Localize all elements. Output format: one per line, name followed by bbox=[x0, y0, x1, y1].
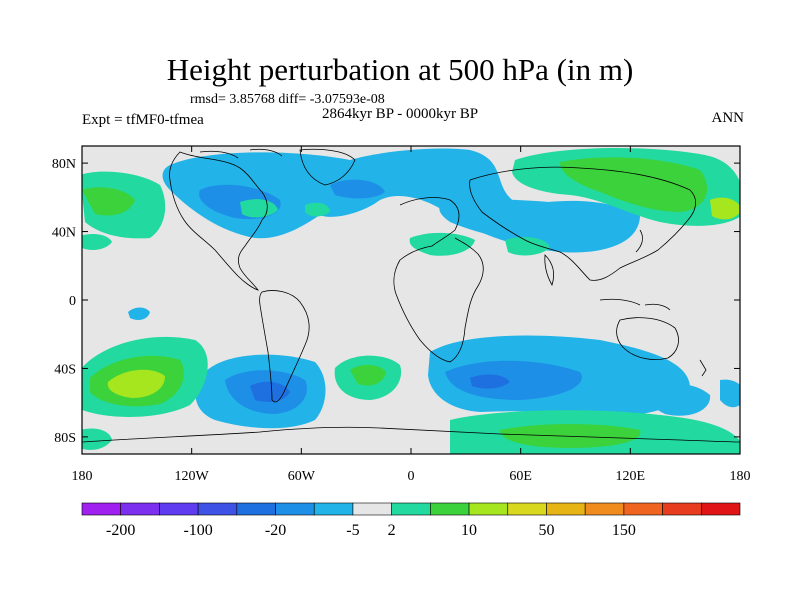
contour-fill-layer bbox=[82, 148, 740, 454]
contour-neg-asia bbox=[439, 199, 623, 248]
colorbar-box bbox=[700, 502, 741, 516]
contour-pos-e-pacific bbox=[82, 234, 112, 250]
lat-tick-label: 0 bbox=[69, 294, 76, 309]
contour-neg-sw-pacific bbox=[648, 384, 711, 416]
coastlines bbox=[82, 148, 740, 443]
colorbar bbox=[81, 502, 741, 516]
colorbar-box bbox=[584, 502, 625, 516]
latitude-tick-labels: 80N 40N 0 40S 80S bbox=[52, 157, 76, 446]
axis-ticks bbox=[81, 146, 741, 454]
colorbar-labels: -200 -100 -20 -5 2 10 50 150 bbox=[106, 522, 636, 539]
contour-pos-nw-africa bbox=[240, 199, 278, 218]
lon-tick-label: 60E bbox=[509, 469, 532, 484]
plot-title: Height perturbation at 500 hPa (in m) bbox=[166, 52, 634, 87]
colorbar-box bbox=[623, 502, 663, 516]
colorbar-box bbox=[236, 502, 276, 516]
colorbar-label: 2 bbox=[388, 522, 396, 539]
colorbar-label: 50 bbox=[538, 522, 554, 539]
colorbar-box bbox=[507, 502, 547, 516]
colorbar-label: 150 bbox=[612, 522, 636, 539]
contour-pos-s-pacific-w-core bbox=[107, 369, 165, 398]
colorbar-box bbox=[662, 502, 702, 516]
colorbar-label: -100 bbox=[183, 522, 212, 539]
colorbar-box bbox=[120, 502, 160, 516]
lat-tick-label: 80N bbox=[52, 157, 76, 172]
lon-tick-label: 180 bbox=[72, 469, 93, 484]
contour-pos-far-east bbox=[710, 197, 740, 220]
contour-pos-s-atlantic-core bbox=[350, 364, 386, 386]
contour-neg-indian-s-core bbox=[470, 374, 510, 389]
lat-tick-label: 80S bbox=[54, 431, 76, 446]
colorbar-box bbox=[430, 502, 470, 516]
stats-subtitle: rmsd= 3.85768 diff= -3.07593e-08 bbox=[190, 92, 385, 107]
contour-neg-w-atlantic bbox=[128, 307, 150, 320]
season-label: ANN bbox=[711, 110, 745, 126]
colorbar-box bbox=[468, 502, 509, 516]
lon-tick-label: 120W bbox=[175, 469, 210, 484]
lat-tick-label: 40S bbox=[54, 362, 76, 377]
colorbar-label: -5 bbox=[346, 522, 359, 539]
colorbar-box bbox=[159, 502, 199, 516]
contour-pos-n-pacific-core bbox=[82, 187, 135, 216]
contour-pos-siberia-mid bbox=[560, 157, 708, 212]
lon-tick-label: 120E bbox=[616, 469, 646, 484]
longitude-tick-labels: 180 120W 60W 0 60E 120E 180 bbox=[72, 469, 751, 484]
colorbar-label: 10 bbox=[461, 522, 477, 539]
contour-neg-far-west-s bbox=[720, 379, 740, 408]
period-subtitle: 2864kyr BP - 0000kyr BP bbox=[321, 106, 479, 122]
experiment-label: Expt = tfMF0-tfmea bbox=[82, 112, 204, 128]
lon-tick-label: 60W bbox=[288, 469, 316, 484]
lat-tick-label: 40N bbox=[52, 226, 76, 241]
contour-neg-indian-s-mid bbox=[445, 360, 582, 400]
colorbar-box bbox=[275, 502, 315, 516]
colorbar-box bbox=[391, 502, 431, 516]
contour-pos-antarctic-w bbox=[82, 428, 112, 450]
contour-pos-ne-atl bbox=[305, 202, 330, 217]
colorbar-box bbox=[352, 502, 392, 516]
contour-pos-arabia bbox=[505, 237, 550, 256]
colorbar-box bbox=[313, 502, 354, 516]
contour-neg-atl-core bbox=[330, 179, 385, 199]
colorbar-box bbox=[546, 502, 586, 516]
colorbar-box bbox=[81, 502, 122, 516]
lon-tick-label: 0 bbox=[408, 469, 415, 484]
colorbar-box bbox=[197, 502, 238, 516]
colorbar-label: -20 bbox=[265, 522, 286, 539]
lon-tick-label: 180 bbox=[730, 469, 751, 484]
colorbar-label: -200 bbox=[106, 522, 135, 539]
contour-pos-med bbox=[409, 232, 475, 256]
contour-neg-pacific-s-core bbox=[250, 381, 290, 402]
